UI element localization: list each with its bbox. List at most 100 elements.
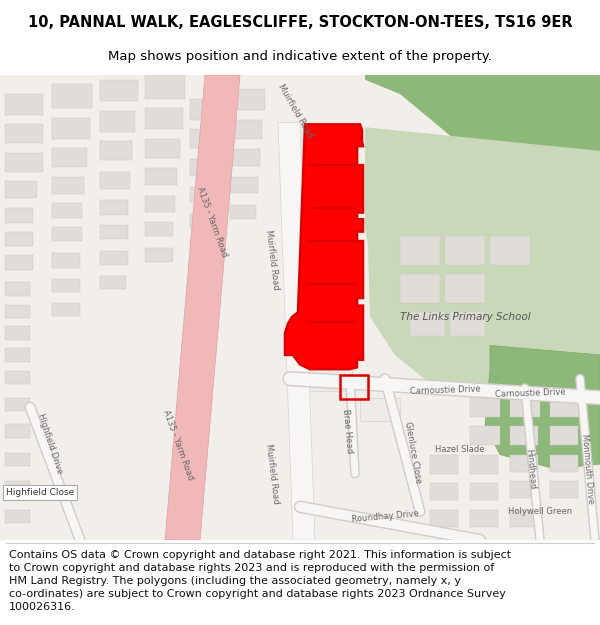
- Bar: [510, 481, 538, 498]
- Bar: [100, 141, 132, 161]
- Bar: [360, 398, 400, 421]
- Bar: [190, 159, 220, 176]
- Bar: [510, 509, 538, 527]
- Text: Carnoustie Drive: Carnoustie Drive: [409, 384, 481, 396]
- Text: Highfield Close: Highfield Close: [6, 488, 74, 497]
- Bar: [5, 398, 30, 411]
- Bar: [145, 222, 173, 236]
- Bar: [5, 255, 33, 269]
- Bar: [230, 149, 260, 166]
- Bar: [510, 398, 540, 417]
- Text: Holywell Green: Holywell Green: [508, 507, 572, 516]
- Bar: [190, 214, 216, 228]
- Bar: [5, 481, 30, 494]
- Bar: [5, 153, 43, 172]
- Bar: [550, 481, 578, 498]
- Polygon shape: [485, 346, 600, 469]
- Bar: [300, 253, 355, 280]
- Text: Monmouth Drive: Monmouth Drive: [580, 434, 596, 504]
- Bar: [5, 232, 33, 246]
- Bar: [5, 424, 30, 438]
- Bar: [340, 375, 368, 399]
- Bar: [145, 108, 183, 129]
- Bar: [5, 282, 30, 296]
- Text: Highfield Drive: Highfield Drive: [36, 412, 64, 474]
- Text: Muirfield Road: Muirfield Road: [264, 229, 280, 291]
- Bar: [300, 216, 358, 242]
- Bar: [510, 454, 538, 472]
- Bar: [100, 111, 135, 132]
- Bar: [445, 274, 485, 302]
- Bar: [52, 203, 82, 218]
- Polygon shape: [278, 122, 315, 540]
- Bar: [430, 509, 458, 527]
- Bar: [300, 291, 358, 318]
- Bar: [145, 75, 185, 99]
- Bar: [100, 225, 128, 239]
- Bar: [5, 208, 33, 223]
- Text: A135 - Yarm Road: A135 - Yarm Road: [195, 186, 229, 259]
- Text: Contains OS data © Crown copyright and database right 2021. This information is : Contains OS data © Crown copyright and d…: [9, 550, 511, 612]
- Bar: [550, 426, 578, 445]
- Bar: [470, 454, 498, 474]
- Text: Roundhay Drive: Roundhay Drive: [351, 509, 419, 524]
- Bar: [52, 253, 80, 268]
- Text: Muirfield Road: Muirfield Road: [276, 82, 314, 139]
- Bar: [400, 274, 440, 302]
- Bar: [52, 176, 84, 194]
- Text: Carnoustie Drive: Carnoustie Drive: [494, 387, 566, 399]
- Bar: [410, 312, 445, 336]
- Polygon shape: [285, 124, 363, 369]
- Bar: [190, 187, 218, 202]
- Bar: [470, 509, 498, 527]
- Bar: [52, 302, 80, 316]
- Bar: [52, 148, 87, 167]
- Text: Hindhead: Hindhead: [524, 448, 536, 489]
- Bar: [230, 89, 265, 110]
- Bar: [100, 251, 128, 265]
- Bar: [230, 205, 256, 219]
- Text: Glenluce Close: Glenluce Close: [403, 421, 423, 484]
- Bar: [5, 181, 37, 198]
- Bar: [5, 304, 30, 318]
- Polygon shape: [165, 75, 240, 540]
- Bar: [300, 177, 355, 204]
- Text: Brae Head: Brae Head: [341, 408, 353, 453]
- Bar: [190, 239, 215, 252]
- Bar: [52, 84, 92, 108]
- Bar: [100, 276, 126, 289]
- Bar: [300, 139, 358, 166]
- Bar: [230, 119, 262, 139]
- Polygon shape: [365, 75, 600, 218]
- Text: Muirfield Road: Muirfield Road: [264, 443, 280, 504]
- Bar: [470, 398, 500, 417]
- Bar: [470, 483, 498, 500]
- Text: Map shows position and indicative extent of the property.: Map shows position and indicative extent…: [108, 50, 492, 62]
- Bar: [190, 129, 222, 148]
- Bar: [100, 80, 138, 101]
- Bar: [550, 398, 580, 417]
- Bar: [145, 248, 173, 262]
- Bar: [445, 236, 485, 265]
- Text: Hazel Slade: Hazel Slade: [435, 446, 485, 454]
- Bar: [145, 196, 175, 212]
- Bar: [145, 139, 180, 158]
- Bar: [550, 454, 578, 472]
- Bar: [470, 426, 500, 445]
- Bar: [300, 368, 352, 391]
- Text: The Links Primary School: The Links Primary School: [400, 312, 530, 322]
- Bar: [5, 509, 30, 523]
- Text: A135 - Yarm Road: A135 - Yarm Road: [161, 409, 195, 481]
- Bar: [400, 236, 440, 265]
- Bar: [430, 483, 458, 500]
- Bar: [5, 326, 30, 340]
- Bar: [230, 177, 258, 192]
- Bar: [52, 279, 80, 292]
- Bar: [5, 94, 43, 115]
- Polygon shape: [365, 127, 600, 393]
- Bar: [52, 227, 82, 241]
- Bar: [5, 371, 30, 384]
- Bar: [52, 118, 90, 139]
- Bar: [100, 172, 130, 189]
- Bar: [490, 236, 530, 265]
